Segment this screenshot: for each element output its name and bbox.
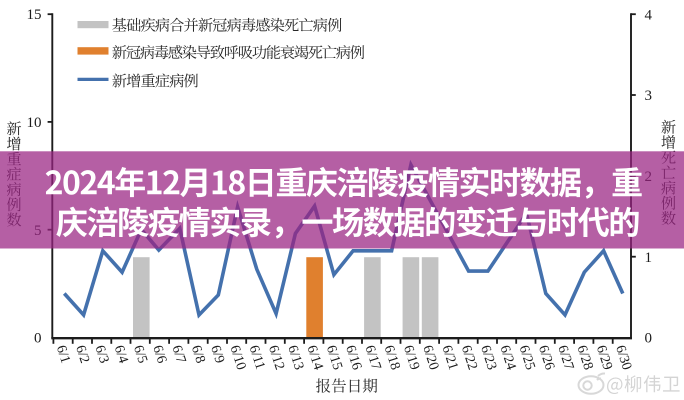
svg-text:15: 15	[27, 7, 42, 23]
svg-text:6/14: 6/14	[303, 344, 325, 372]
svg-text:3: 3	[645, 88, 653, 104]
svg-text:6/16: 6/16	[342, 344, 364, 372]
svg-text:6/5: 6/5	[130, 344, 150, 366]
svg-text:6/26: 6/26	[535, 344, 557, 372]
svg-text:4: 4	[645, 7, 653, 23]
svg-text:6/28: 6/28	[573, 344, 595, 372]
svg-text:10: 10	[27, 115, 42, 131]
svg-text:6/11: 6/11	[246, 344, 268, 372]
svg-text:6/20: 6/20	[419, 344, 441, 372]
svg-text:6/21: 6/21	[438, 344, 460, 372]
svg-text:6/23: 6/23	[477, 344, 499, 372]
svg-text:6/1: 6/1	[53, 344, 73, 366]
svg-text:6/18: 6/18	[381, 344, 403, 372]
svg-text:0: 0	[34, 331, 42, 347]
svg-text:6/4: 6/4	[111, 344, 131, 366]
svg-text:6/25: 6/25	[516, 344, 538, 372]
svg-text:1: 1	[645, 250, 653, 266]
svg-text:6/30: 6/30	[612, 344, 634, 372]
svg-text:6/7: 6/7	[168, 344, 188, 366]
svg-text:6/2: 6/2	[72, 344, 92, 366]
svg-text:6/22: 6/22	[458, 344, 480, 372]
svg-text:6/17: 6/17	[361, 344, 383, 372]
svg-text:0: 0	[645, 331, 653, 347]
svg-text:6/12: 6/12	[265, 344, 287, 372]
svg-text:6/19: 6/19	[400, 344, 422, 372]
svg-text:6/10: 6/10	[226, 344, 248, 372]
svg-text:6/29: 6/29	[593, 344, 615, 372]
svg-text:6/9: 6/9	[207, 344, 227, 366]
svg-text:6/13: 6/13	[284, 344, 306, 372]
svg-text:6/8: 6/8	[188, 344, 208, 366]
svg-text:6/15: 6/15	[323, 344, 345, 372]
svg-text:6/24: 6/24	[496, 344, 518, 372]
svg-text:6/6: 6/6	[149, 344, 169, 366]
svg-text:6/27: 6/27	[554, 344, 576, 372]
svg-text:6/3: 6/3	[91, 344, 111, 366]
